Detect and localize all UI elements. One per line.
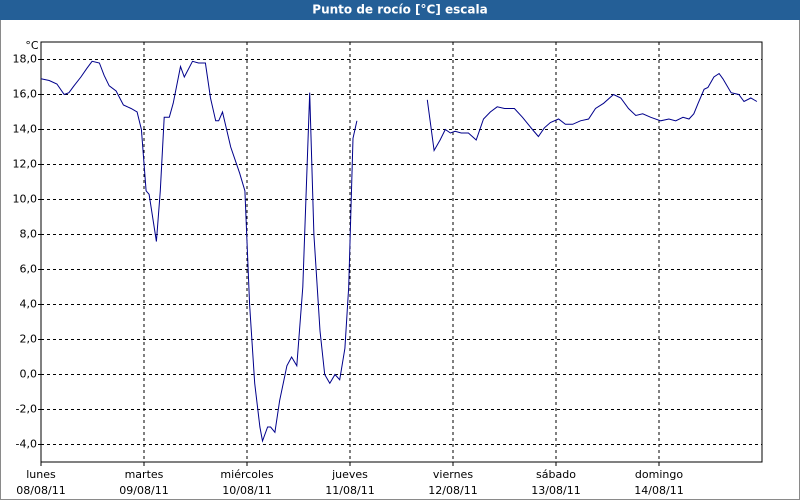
y-tick-label: -4,0	[16, 438, 37, 451]
y-tick-label: 0,0	[20, 368, 38, 381]
x-tick-label: lunes	[26, 468, 56, 481]
x-tick-date: 10/08/11	[222, 484, 271, 497]
x-tick-label: jueves	[331, 468, 368, 481]
title-bar	[0, 0, 800, 20]
y-tick-label: 10,0	[13, 193, 38, 206]
x-tick-date: 12/08/11	[428, 484, 477, 497]
x-tick-label: viernes	[433, 468, 473, 481]
x-tick-date: 09/08/11	[119, 484, 168, 497]
data-line	[40, 60, 758, 443]
y-tick-label: 4,0	[20, 298, 38, 311]
x-tick-label: miércoles	[220, 468, 273, 481]
y-tick-label: 6,0	[20, 263, 38, 276]
x-tick-date: 14/08/11	[634, 484, 683, 497]
x-tick-date: 08/08/11	[16, 484, 65, 497]
y-tick-label: 2,0	[20, 333, 38, 346]
y-tick-label: 18,0	[13, 53, 38, 66]
x-tick-date: 13/08/11	[531, 484, 580, 497]
y-tick-label: -2,0	[16, 403, 37, 416]
chart-title: Punto de rocío [°C] escala	[312, 3, 487, 17]
x-tick-label: martes	[125, 468, 164, 481]
y-tick-label: 12,0	[13, 158, 38, 171]
y-tick-label: 14,0	[13, 123, 38, 136]
y-tick-label: 8,0	[20, 228, 38, 241]
y-tick-label: 16,0	[13, 88, 38, 101]
y-unit: °C	[25, 39, 39, 52]
x-tick-date: 11/08/11	[325, 484, 374, 497]
x-tick-label: sábado	[536, 468, 576, 481]
x-tick-label: domingo	[635, 468, 683, 481]
